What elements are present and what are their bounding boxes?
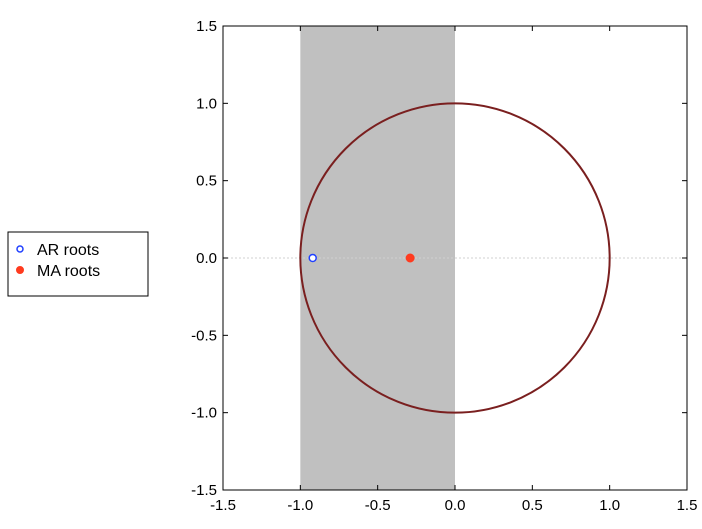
- y-tick-label: 0.0: [196, 250, 217, 267]
- legend-box: [7, 231, 149, 297]
- y-tick-label: -1.0: [191, 405, 217, 422]
- x-tick-label: 1.0: [599, 497, 620, 514]
- axis-tick-labels: -1.5 -1.0 -0.5 0.0 0.5 1.0 1.5 1.5 1.0 0.5 0.0 -0.5…: [191, 18, 697, 514]
- x-tick-label: -0.5: [365, 497, 391, 514]
- plot-area: [222, 25, 688, 491]
- y-tick-label: -0.5: [191, 327, 217, 344]
- legend-label-ma-roots: MA roots: [37, 263, 100, 280]
- x-tick-label: 0.5: [522, 497, 543, 514]
- legend-marker-ar-roots: [16, 245, 24, 253]
- unit-circle: [299, 102, 611, 414]
- ar-roots-point: [308, 253, 317, 263]
- x-tick-label: 0.0: [445, 497, 466, 514]
- x-tick-label: 1.5: [677, 497, 698, 514]
- y-tick-label: 1.5: [196, 18, 217, 35]
- legend: AR roots MA roots: [7, 231, 149, 297]
- x-tick-label: -1.0: [287, 497, 313, 514]
- y-tick-label: -1.5: [191, 482, 217, 499]
- y-tick-label: 1.0: [196, 95, 217, 112]
- axis-ticks: [222, 25, 688, 491]
- y-tick-label: 0.5: [196, 173, 217, 190]
- x-tick-label: -1.5: [210, 497, 236, 514]
- legend-label-ar-roots: AR roots: [37, 242, 99, 259]
- shaded-region: [300, 26, 455, 490]
- ma-roots-point: [405, 253, 415, 263]
- legend-marker-ma-roots: [16, 266, 24, 274]
- root-points: [308, 253, 415, 263]
